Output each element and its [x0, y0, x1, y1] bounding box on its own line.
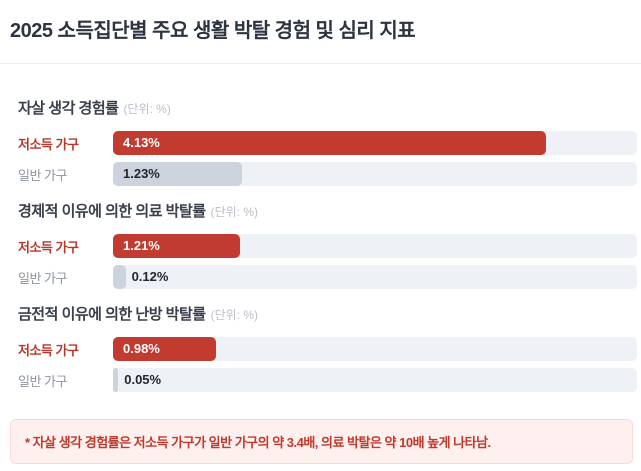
section-header: 금전적 이유에 의한 난방 박탈률 (단위: %): [18, 306, 637, 324]
bar-value: 4.13%: [123, 135, 160, 150]
unit-label: (단위: %): [210, 205, 258, 219]
category-label: 저소득 가구: [18, 239, 79, 255]
category-label: 저소득 가구: [18, 342, 79, 358]
section-title: 자살 생각 경험률: [18, 100, 119, 117]
bar-value: 1.21%: [123, 238, 160, 253]
section-title: 금전적 이유에 의한 난방 박탈률: [18, 306, 206, 323]
bar-track: 0.05%: [113, 368, 637, 392]
bar-value: 0.98%: [123, 341, 160, 356]
category-label: 저소득 가구: [18, 136, 79, 152]
bar-row: 일반 가구 0.12%: [18, 265, 637, 289]
chart-section-1: 자살 생각 경험률 (단위: %) 저소득 가구 4.13% 일반 가구 1.23%: [18, 100, 637, 186]
bar-fill: [113, 234, 240, 258]
bar-row: 일반 가구 1.23%: [18, 162, 637, 186]
category-label: 일반 가구: [18, 270, 67, 286]
bar-value: 0.12%: [131, 269, 169, 284]
bar-value: 0.05%: [124, 372, 162, 387]
section-title: 경제적 이유에 의한 의료 박탈률: [18, 203, 206, 220]
page-title: 2025 소득집단별 주요 생활 박탈 경험 및 심리 지표: [10, 20, 416, 42]
category-label: 일반 가구: [18, 373, 67, 389]
bar-track: 0.12%: [113, 265, 637, 289]
title-divider: [0, 63, 641, 64]
bar-track: 4.13%: [113, 131, 637, 155]
bar-track: 0.98%: [113, 337, 637, 361]
bar-track: 1.23%: [113, 162, 637, 186]
unit-label: (단위: %): [210, 308, 258, 322]
footnote-box: * 자살 생각 경험률은 저소득 가구가 일반 가구의 약 3.4배, 의료 박…: [10, 419, 633, 464]
bar-fill: [113, 162, 242, 186]
bar-value: 1.23%: [123, 166, 160, 181]
bar-fill: [113, 131, 546, 155]
bar-row: 일반 가구 0.05%: [18, 368, 637, 392]
bar-row: 저소득 가구 4.13%: [18, 131, 637, 155]
bar-track: 1.21%: [113, 234, 637, 258]
sections: 자살 생각 경험률 (단위: %) 저소득 가구 4.13% 일반 가구 1.23% 경제적…: [0, 100, 641, 392]
bar-fill: [113, 368, 119, 392]
section-header: 경제적 이유에 의한 의료 박탈률 (단위: %): [18, 203, 637, 221]
category-label: 일반 가구: [18, 167, 67, 183]
chart-section-3: 금전적 이유에 의한 난방 박탈률 (단위: %) 저소득 가구 0.98% 일반 가구…: [18, 306, 637, 392]
bar-row: 저소득 가구 1.21%: [18, 234, 637, 258]
section-header: 자살 생각 경험률 (단위: %): [18, 100, 637, 118]
bar-fill: [113, 337, 216, 361]
bar-fill: [113, 265, 126, 289]
bar-row: 저소득 가구 0.98%: [18, 337, 637, 361]
chart-section-2: 경제적 이유에 의한 의료 박탈률 (단위: %) 저소득 가구 1.21% 일반 가구…: [18, 203, 637, 289]
unit-label: (단위: %): [123, 102, 171, 116]
